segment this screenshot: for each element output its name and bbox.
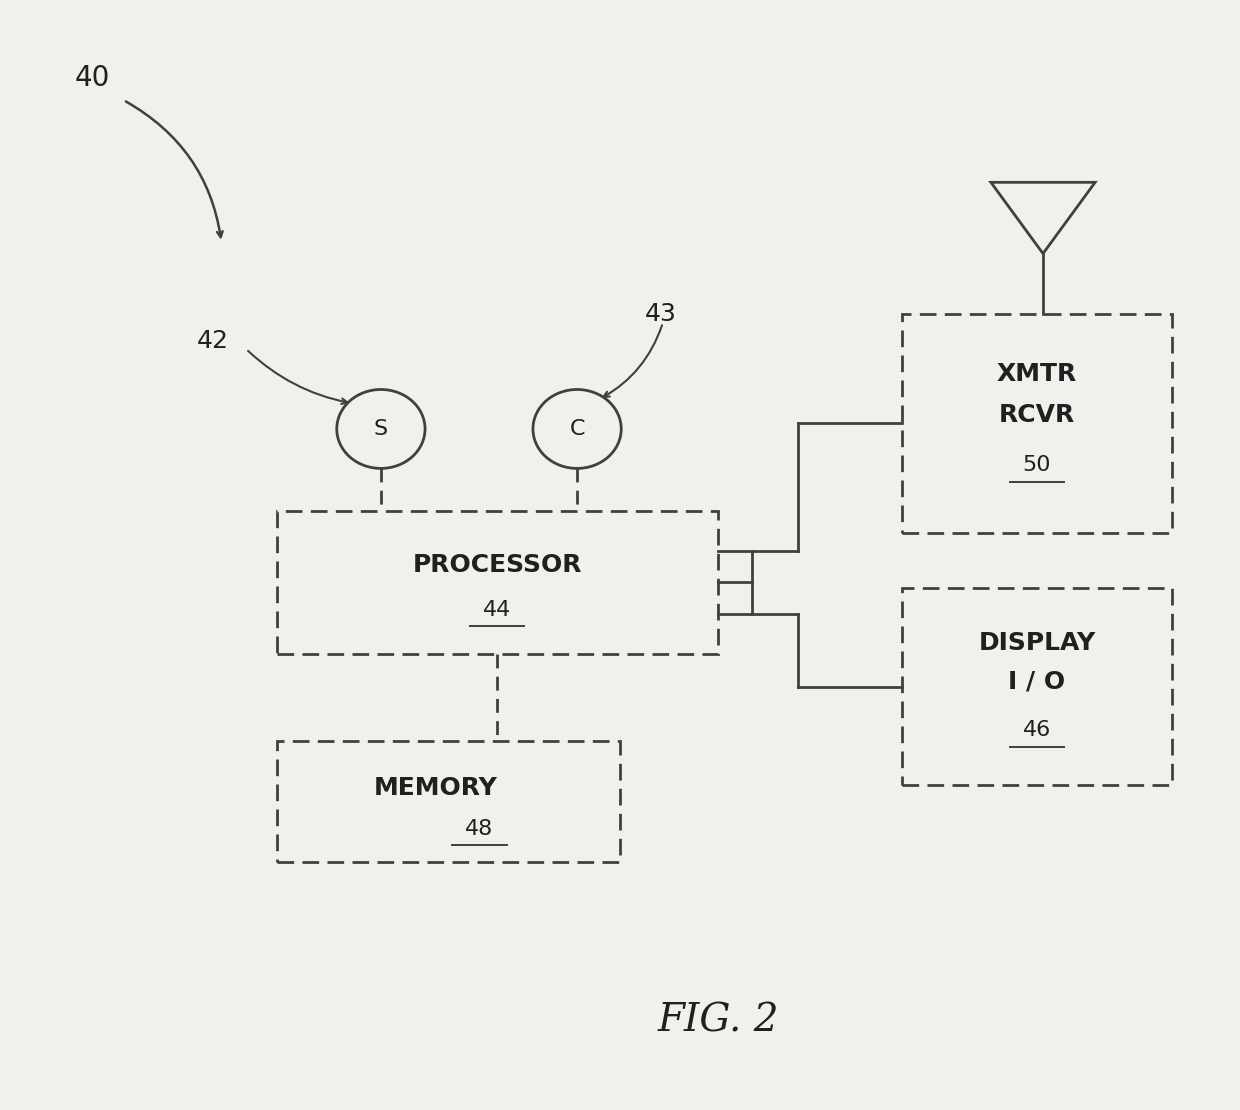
Text: 43: 43 (645, 302, 676, 326)
Text: DISPLAY: DISPLAY (978, 630, 1095, 655)
Text: 44: 44 (484, 599, 512, 619)
Text: XMTR: XMTR (997, 362, 1078, 386)
FancyBboxPatch shape (277, 512, 718, 654)
Text: PROCESSOR: PROCESSOR (413, 553, 582, 577)
Text: 50: 50 (1023, 455, 1052, 475)
Text: 48: 48 (465, 819, 494, 839)
Text: S: S (373, 418, 388, 438)
Text: C: C (569, 418, 585, 438)
FancyBboxPatch shape (901, 314, 1172, 533)
Circle shape (533, 390, 621, 468)
Text: MEMORY: MEMORY (374, 777, 498, 800)
Circle shape (337, 390, 425, 468)
Text: 42: 42 (197, 330, 229, 353)
Text: 46: 46 (1023, 720, 1052, 740)
Text: RCVR: RCVR (998, 403, 1075, 426)
Polygon shape (991, 182, 1095, 253)
Text: FIG. 2: FIG. 2 (657, 1002, 779, 1039)
Text: I / O: I / O (1008, 669, 1065, 693)
FancyBboxPatch shape (277, 741, 620, 861)
Text: 40: 40 (74, 64, 110, 92)
FancyBboxPatch shape (901, 588, 1172, 785)
